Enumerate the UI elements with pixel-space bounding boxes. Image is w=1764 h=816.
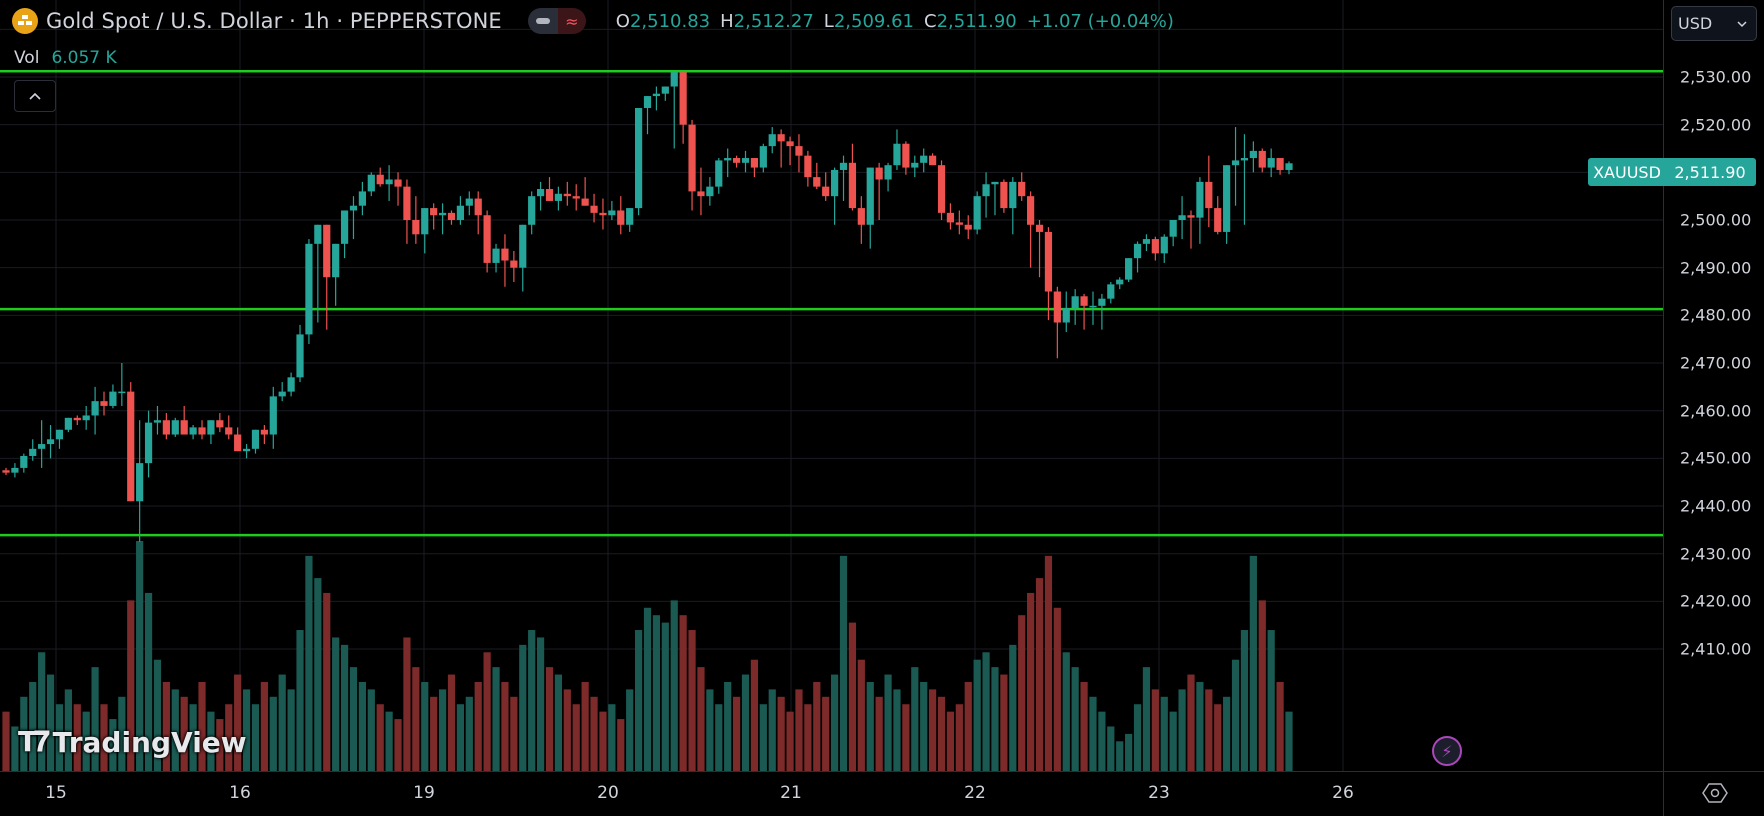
symbol-badge: XAUUSD — [1588, 158, 1666, 186]
price-tick-label: 2,460.00 — [1680, 401, 1752, 421]
ohlc-low: L2,509.61 — [823, 10, 914, 32]
currency-value: USD — [1678, 14, 1713, 33]
volume-legend: Vol 6.057 K — [14, 48, 117, 68]
volume-value: 6.057 K — [51, 48, 117, 68]
time-tick-label: 22 — [964, 783, 986, 803]
price-tick-label: 2,530.00 — [1680, 67, 1752, 87]
price-axis[interactable] — [1663, 0, 1764, 771]
tradingview-watermark: T𝟕 TradingView — [18, 725, 247, 759]
time-tick-label: 19 — [413, 783, 435, 803]
price-tick-label: 2,490.00 — [1680, 258, 1752, 278]
time-tick-label: 21 — [780, 783, 802, 803]
ohlc-close: C2,511.90 — [923, 10, 1017, 32]
symbol-legend: Gold Spot / U.S. Dollar · 1h · PEPPERSTO… — [12, 8, 1174, 34]
minus-icon[interactable] — [527, 8, 558, 34]
time-tick-label: 16 — [229, 783, 251, 803]
time-axis[interactable] — [0, 771, 1663, 816]
price-tick-label: 2,440.00 — [1680, 496, 1752, 516]
lightning-icon[interactable]: ⚡ — [1432, 736, 1462, 766]
time-tick-label: 26 — [1332, 783, 1354, 803]
chevron-down-icon — [1737, 20, 1747, 27]
watermark-text: TradingView — [52, 725, 247, 759]
price-change: +1.07 (+0.04%) — [1026, 10, 1174, 32]
volume-label: Vol — [14, 48, 40, 68]
approx-icon[interactable]: ≈ — [557, 8, 586, 34]
price-tick-label: 2,450.00 — [1680, 448, 1752, 468]
ohlc-open: O2,510.83 — [615, 10, 711, 32]
price-tick-label: 2,410.00 — [1680, 639, 1752, 659]
ohlc-high: H2,512.27 — [720, 10, 814, 32]
collapse-legend-button[interactable] — [14, 80, 56, 112]
time-tick-label: 23 — [1148, 783, 1170, 803]
chevron-up-icon — [29, 92, 41, 100]
price-tick-label: 2,420.00 — [1680, 591, 1752, 611]
symbol-title[interactable]: Gold Spot / U.S. Dollar · 1h · PEPPERSTO… — [46, 9, 502, 33]
price-tick-label: 2,520.00 — [1680, 115, 1752, 135]
tradingview-logo-icon: T𝟕 — [18, 725, 50, 758]
ohlc-values: O2,510.83 H2,512.27 L2,509.61 C2,511.90 … — [616, 11, 1174, 32]
price-tick-label: 2,500.00 — [1680, 210, 1752, 230]
time-tick-label: 20 — [597, 783, 619, 803]
gold-bars-icon — [12, 8, 38, 34]
candlestick-chart[interactable] — [0, 0, 1663, 771]
time-tick-label: 15 — [45, 783, 67, 803]
currency-select[interactable]: USD — [1671, 6, 1757, 41]
settings-icon[interactable] — [1702, 780, 1728, 806]
indicator-toggle-pill[interactable]: ≈ — [527, 8, 586, 34]
price-tick-label: 2,430.00 — [1680, 544, 1752, 564]
price-tick-label: 2,470.00 — [1680, 353, 1752, 373]
axis-corner — [1663, 771, 1764, 816]
last-price-label: 2,511.90 — [1664, 158, 1756, 186]
price-tick-label: 2,480.00 — [1680, 305, 1752, 325]
chart-pane[interactable] — [0, 0, 1663, 771]
